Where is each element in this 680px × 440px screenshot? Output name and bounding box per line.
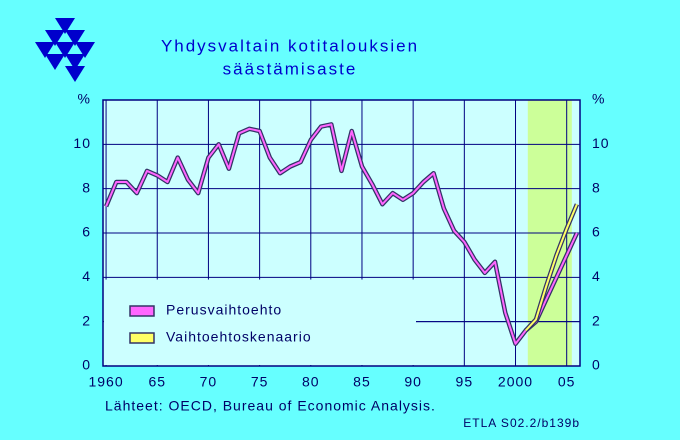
plot-border xyxy=(102,99,581,367)
x-tick-label: 80 xyxy=(302,374,320,390)
y-tick-label: 6 xyxy=(82,224,91,240)
x-tick-label: 65 xyxy=(148,374,166,390)
legend-swatch xyxy=(129,305,155,317)
y-tick-label: 0 xyxy=(82,357,91,373)
logo xyxy=(35,18,95,82)
legend-swatch xyxy=(129,332,155,344)
y-tick-label: % xyxy=(78,91,91,107)
y2-tick-label: 10 xyxy=(592,135,610,151)
y-tick-label: 8 xyxy=(82,179,91,195)
x-tick-label: 70 xyxy=(200,374,218,390)
series-line xyxy=(105,123,578,345)
y2-tick-label: % xyxy=(592,91,605,107)
x-tick-label: 1960 xyxy=(88,374,123,390)
source: Lähteet: OECD, Bureau of Economic Analys… xyxy=(105,398,436,414)
legend-label: Perusvaihtoehto xyxy=(166,302,282,318)
y2-tick-label: 6 xyxy=(592,224,601,240)
chart-title: Yhdysvaltain kotitalouksien xyxy=(161,36,419,55)
y2-tick-label: 8 xyxy=(592,179,601,195)
legend-box xyxy=(104,279,416,365)
chart-title: säästämisaste xyxy=(223,59,358,78)
x-tick-label: 75 xyxy=(251,374,269,390)
x-tick-label: 90 xyxy=(404,374,422,390)
figure-code: ETLA S02.2/b139b xyxy=(463,416,580,430)
x-tick-label: 95 xyxy=(456,374,474,390)
legend-label: Vaihtoehtoskenaario xyxy=(166,329,312,345)
series-line xyxy=(524,203,578,332)
y-tick-label: 10 xyxy=(73,135,91,151)
y-tick-label: 4 xyxy=(82,268,91,284)
x-tick-label: 2000 xyxy=(498,374,533,390)
y2-tick-label: 4 xyxy=(592,268,601,284)
x-tick-label: 85 xyxy=(353,374,371,390)
y2-tick-label: 0 xyxy=(592,357,601,373)
y2-tick-label: 2 xyxy=(592,312,601,328)
x-tick-label: 05 xyxy=(558,374,576,390)
y-tick-label: 2 xyxy=(82,312,91,328)
